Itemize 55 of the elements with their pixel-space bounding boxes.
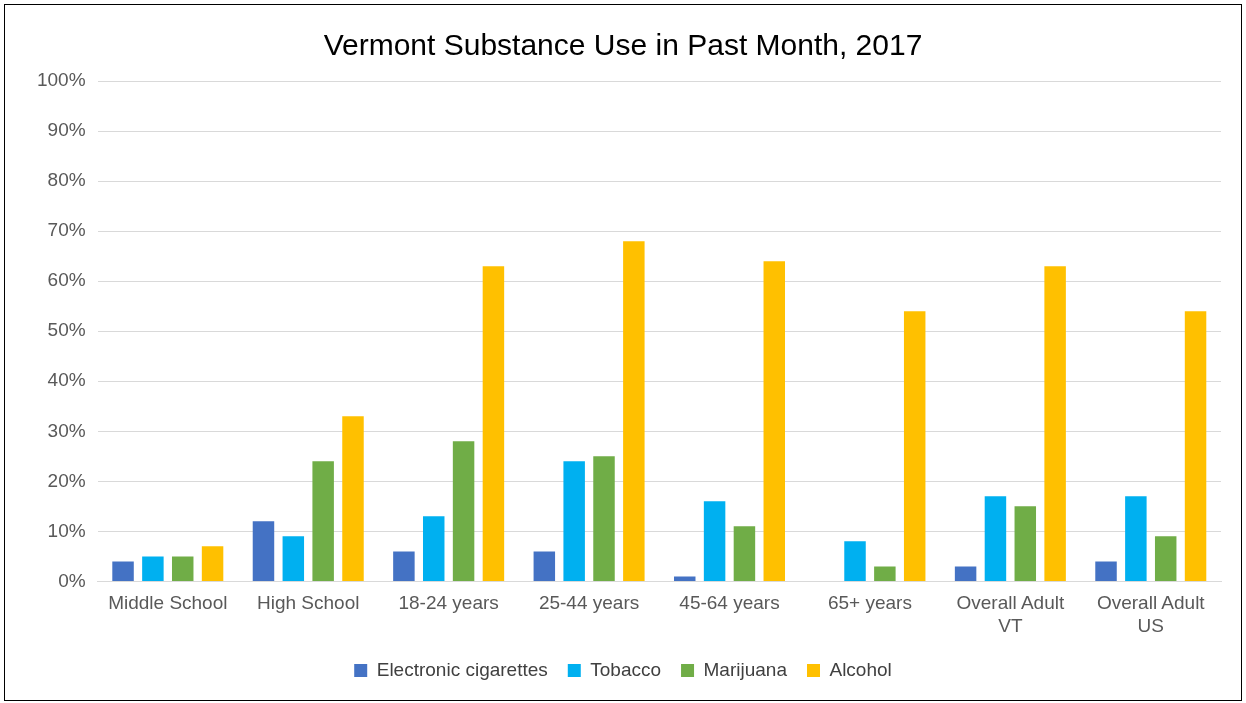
- y-tick-label: 90%: [47, 119, 86, 141]
- bar: [733, 526, 756, 581]
- bar: [1154, 536, 1177, 581]
- y-tick-label: 40%: [47, 369, 86, 391]
- bar: [1095, 561, 1117, 581]
- x-tick-label: Middle School: [108, 592, 228, 614]
- bar: [282, 536, 305, 581]
- bar: [623, 241, 645, 581]
- bar: [423, 516, 445, 581]
- x-tick-label: 45-64 years: [679, 592, 780, 614]
- y-tick-label: 70%: [47, 219, 86, 241]
- bar: [252, 521, 275, 581]
- bar: [482, 266, 505, 581]
- bar: [903, 311, 926, 581]
- legend-label: Alcohol: [829, 658, 892, 680]
- x-tick-label: 65+ years: [827, 592, 912, 614]
- bar: [201, 546, 224, 581]
- bar: [954, 566, 977, 581]
- bar: [763, 261, 786, 581]
- bar: [984, 496, 1007, 581]
- bar: [312, 461, 334, 581]
- bar: [593, 456, 615, 581]
- bar: [1014, 506, 1037, 581]
- bar: [874, 566, 896, 581]
- bar: [171, 556, 194, 581]
- bar: [452, 441, 475, 581]
- x-tick-label: 18-24 years: [398, 592, 499, 614]
- y-tick-label: 50%: [47, 319, 86, 341]
- x-tick-label: Overall Adult US: [1096, 592, 1206, 636]
- y-tick-label: 80%: [47, 169, 86, 191]
- legend-label: Electronic cigarettes: [376, 658, 548, 680]
- chart-title: Vermont Substance Use in Past Month, 2017: [323, 28, 923, 62]
- y-tick-label: 0%: [58, 569, 86, 591]
- legend-label: Marijuana: [703, 658, 788, 680]
- bar: [342, 416, 364, 581]
- x-tick-label: Overall Adult VT: [956, 592, 1065, 636]
- bar: [142, 556, 164, 581]
- y-tick-label: 10%: [47, 519, 86, 541]
- y-tick-label: 100%: [36, 69, 86, 91]
- bar: [1044, 266, 1066, 581]
- y-tick-label: 30%: [47, 419, 86, 441]
- bar: [703, 501, 726, 581]
- bar: [533, 551, 556, 581]
- y-tick-label: 20%: [47, 469, 86, 491]
- bar: [844, 541, 866, 581]
- bar: [112, 561, 134, 581]
- y-tick-label: 60%: [47, 269, 86, 291]
- bar: [674, 576, 696, 581]
- legend-label: Tobacco: [590, 658, 662, 680]
- x-tick-label: High School: [257, 592, 360, 614]
- bar: [1125, 496, 1147, 581]
- bar: [393, 551, 415, 581]
- bar: [563, 461, 585, 581]
- bar: [1184, 311, 1207, 581]
- x-tick-label: 25-44 years: [538, 592, 640, 614]
